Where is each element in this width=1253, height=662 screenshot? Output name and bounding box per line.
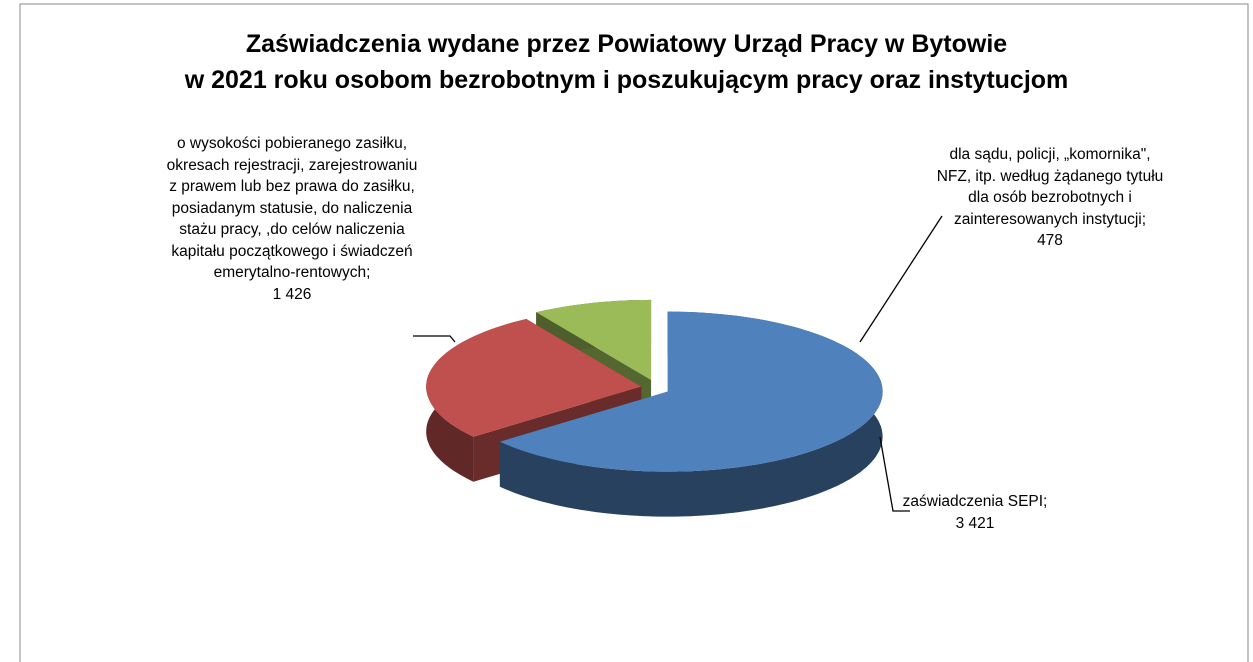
leader-line [859,215,943,343]
data-label: zaświadczenia SEPI; 3 421 [845,491,1105,534]
slice [499,311,883,472]
leader-line [879,436,910,512]
label-category: o wysokości pobieranego zasiłku, okresac… [166,135,418,281]
data-label: o wysokości pobieranego zasiłku, okresac… [162,133,422,305]
label-value: 478 [1037,232,1063,249]
leader-line [413,335,456,343]
label-category: zaświadczenia SEPI; [902,493,1048,510]
slice [536,299,652,380]
label-value: 1 426 [272,285,312,303]
chart-frame [19,3,1249,662]
slice [426,319,642,437]
pie [426,299,883,517]
label-category: dla sądu, policji, „komornika", NFZ, itp… [936,146,1164,228]
label-value: 3 421 [955,514,995,532]
data-label: dla sądu, policji, „komornika", NFZ, itp… [935,144,1165,252]
chart-title: Zaświadczenia wydane przez Powiatowy Urz… [184,30,1069,94]
